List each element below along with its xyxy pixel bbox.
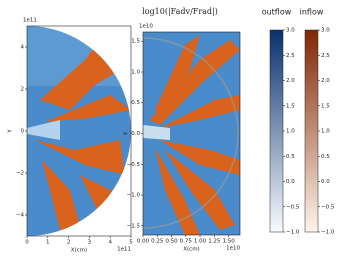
x-tick-label: 0.00 (137, 239, 150, 245)
x-tick-label: 3 (88, 240, 92, 246)
offset-label: 1e10 (226, 246, 240, 252)
x-tick-label: 0.25 (151, 239, 164, 245)
y-tick-label: 0.0 (131, 131, 140, 137)
y-tick-label: 0.5 (131, 100, 140, 106)
right-field (143, 32, 240, 235)
colorbar (269, 29, 284, 233)
colorbar-title: outflow (262, 8, 292, 17)
colorbar-tick-label: 1.0 (321, 129, 330, 135)
left-field (27, 26, 131, 236)
colorbar-tick-label: −1.0 (321, 230, 335, 236)
offset-label: 1e11 (117, 247, 131, 253)
colorbar-title: inflow (300, 8, 324, 17)
x-tick-label: 0.50 (165, 239, 178, 245)
x-tick-label: 4 (108, 240, 112, 246)
colorbar-tick-label: 1.0 (286, 129, 295, 135)
x-tick-label: 0 (25, 240, 29, 246)
y-tick-label: −0.5 (127, 162, 141, 168)
colorbar-tick-label: 3.0 (321, 28, 330, 34)
colorbar-tick-label: 0.5 (286, 154, 295, 160)
y-tick-label: 1.5 (131, 39, 140, 45)
colorbar-tick-label: 1.5 (321, 103, 330, 109)
y-tick-label: −2 (16, 171, 24, 177)
y-tick-label: −1.0 (127, 193, 141, 199)
colorbar-tick-label: 0.0 (286, 179, 295, 185)
colorbar-tick-label: 2.5 (321, 53, 330, 59)
colorbar-tick-label: 3.0 (286, 28, 295, 34)
colorbar-tick-label: 0.5 (321, 154, 330, 160)
x-tick-label: 1.50 (222, 239, 235, 245)
y-tick-label: 4 (21, 45, 25, 51)
x-tick-label: 1 (46, 240, 50, 246)
y-axis-label: Y (124, 131, 130, 136)
x-tick-label: 5 (129, 240, 133, 246)
x-axis-label: X(cm) (71, 248, 87, 254)
figure-title: log10(|Fadv/Frad|) (142, 7, 218, 16)
colorbar-tick-label: −1.0 (286, 230, 300, 236)
offset-label: 1e11 (23, 18, 37, 24)
colorbar-tick-label: 2.0 (321, 78, 330, 84)
colorbar (304, 29, 319, 233)
offset-label: 1e10 (139, 24, 153, 30)
colorbar-tick-label: 1.5 (286, 103, 295, 109)
colorbar-tick-label: 0.0 (321, 179, 330, 185)
colorbar-tick-label: 2.0 (286, 78, 295, 84)
colorbar-tick-label: −0.5 (321, 204, 335, 210)
y-axis-label: Y (8, 129, 14, 134)
y-tick-label: 1.0 (131, 69, 140, 75)
x-tick-label: 1.25 (208, 239, 221, 245)
y-tick-label: 2 (21, 87, 25, 93)
colorbar-tick-label: −0.5 (286, 204, 300, 210)
y-tick-label: −1.5 (127, 223, 141, 229)
x-axis-label: X(cm) (183, 247, 199, 253)
y-tick-label: 0 (21, 129, 25, 135)
colorbar-tick-label: 2.5 (286, 53, 295, 59)
x-tick-label: 0.75 (180, 239, 193, 245)
x-tick-label: 2 (67, 240, 71, 246)
y-tick-label: −4 (16, 213, 25, 219)
x-tick-label: 1.00 (194, 239, 207, 245)
